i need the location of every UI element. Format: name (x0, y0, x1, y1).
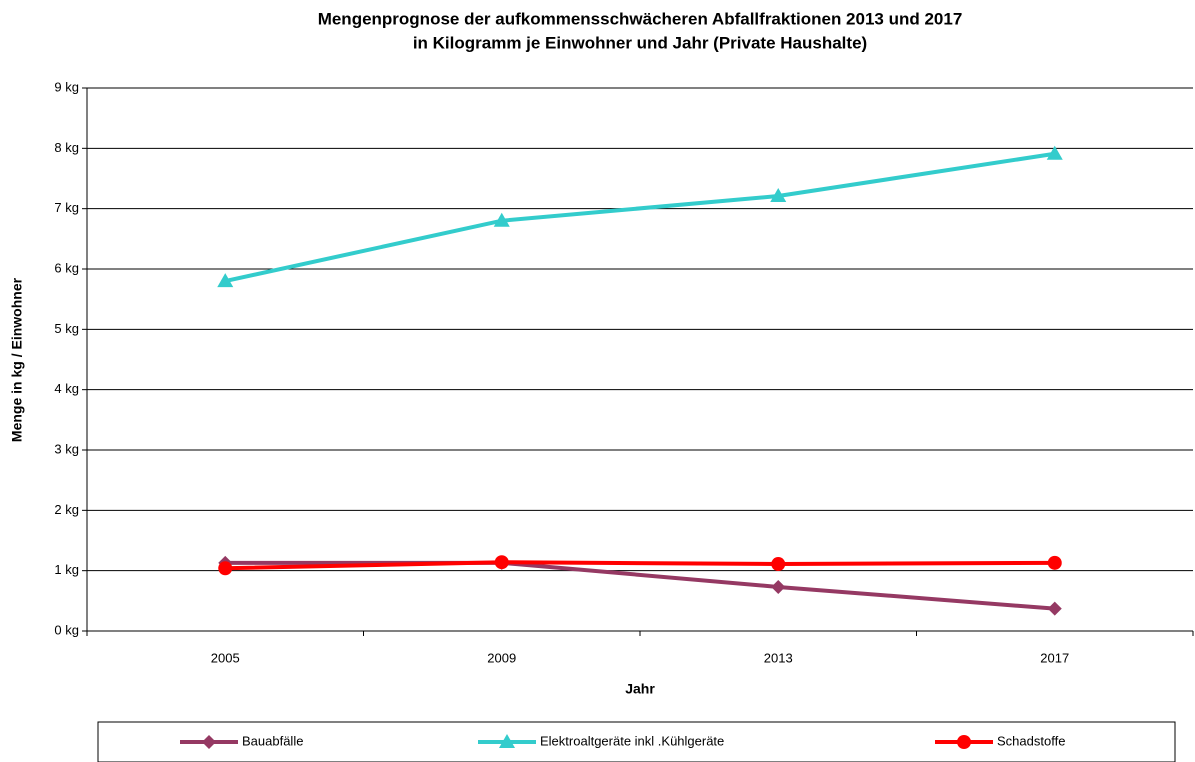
marker (202, 735, 216, 749)
marker (771, 557, 786, 572)
y-tick-label: 7 kg (54, 200, 79, 215)
marker (1047, 601, 1062, 616)
legend-label: Elektroaltgeräte inkl .Kühlgeräte (540, 733, 724, 748)
marker (957, 735, 971, 749)
y-tick-label: 1 kg (54, 562, 79, 577)
y-tick-label: 8 kg (54, 140, 79, 155)
marker (493, 212, 510, 227)
legend-box (97, 721, 1176, 762)
legend-label: Bauabfälle (242, 733, 303, 748)
marker (770, 187, 787, 202)
marker (217, 273, 234, 288)
series-line (225, 560, 1055, 571)
y-tick-label: 3 kg (54, 441, 79, 456)
y-tick-label: 5 kg (54, 321, 79, 336)
marker (494, 555, 509, 570)
chart-title: in Kilogramm je Einwohner und Jahr (Priv… (413, 33, 867, 52)
y-tick-label: 9 kg (54, 79, 79, 94)
x-axis-label: Jahr (625, 681, 655, 697)
y-tick-label: 2 kg (54, 502, 79, 517)
marker (1047, 555, 1062, 570)
marker (1046, 145, 1063, 160)
chart-title: Mengenprognose der aufkommensschwächeren… (318, 9, 963, 28)
series-line (225, 560, 1055, 611)
x-tick-label: 2005 (211, 650, 240, 665)
marker (499, 734, 515, 748)
x-tick-label: 2017 (1040, 650, 1069, 665)
y-tick-label: 4 kg (54, 381, 79, 396)
legend-label: Schadstoffe (997, 733, 1065, 748)
series-line (224, 151, 1056, 284)
marker (771, 579, 786, 594)
x-tick-label: 2009 (487, 650, 516, 665)
y-tick-label: 0 kg (54, 622, 79, 637)
marker (218, 561, 233, 576)
y-axis-label: Menge in kg / Einwohner (9, 277, 25, 442)
y-tick-label: 6 kg (54, 260, 79, 275)
x-tick-label: 2013 (764, 650, 793, 665)
